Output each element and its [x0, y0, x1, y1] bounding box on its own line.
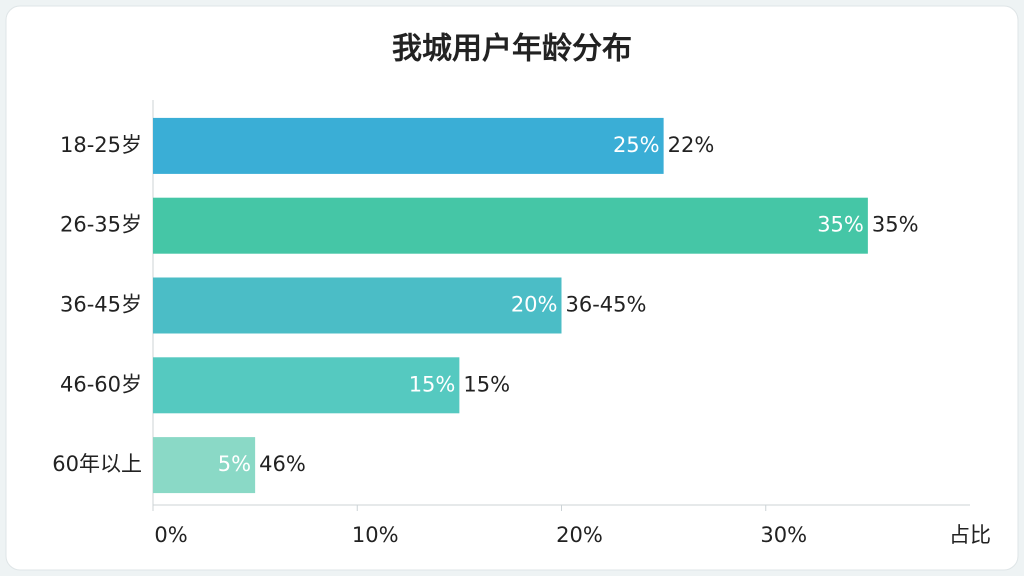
- y-tick-label: 46-60岁: [60, 372, 142, 396]
- value-label: 35%: [817, 213, 864, 237]
- x-tick-label: 0%: [154, 523, 187, 547]
- y-tick-label: 26-35岁: [60, 213, 142, 237]
- annotation: 35%: [872, 213, 919, 237]
- x-axis-label: 占比: [949, 523, 991, 547]
- x-tick-label: 10%: [352, 523, 399, 547]
- value-label: 20%: [511, 293, 558, 317]
- chart-title: 我城用户年龄分布: [392, 32, 632, 67]
- bar: [153, 357, 460, 414]
- annotation: 46%: [259, 452, 306, 476]
- annotation: 15%: [463, 372, 510, 396]
- bar: [153, 117, 664, 174]
- bar: [153, 197, 868, 254]
- x-tick-label: 30%: [760, 523, 807, 547]
- value-label: 25%: [613, 133, 660, 157]
- bar: [153, 437, 256, 494]
- x-tick-label: 20%: [556, 523, 603, 547]
- annotation: 22%: [668, 133, 715, 157]
- y-tick-label: 60年以上: [52, 452, 142, 476]
- y-tick-label: 18-25岁: [60, 133, 142, 157]
- y-tick-label: 36-45岁: [60, 293, 142, 317]
- annotation: 36-45%: [566, 293, 647, 317]
- value-label: 15%: [409, 372, 456, 396]
- value-label: 5%: [218, 452, 251, 476]
- bar: [153, 277, 562, 334]
